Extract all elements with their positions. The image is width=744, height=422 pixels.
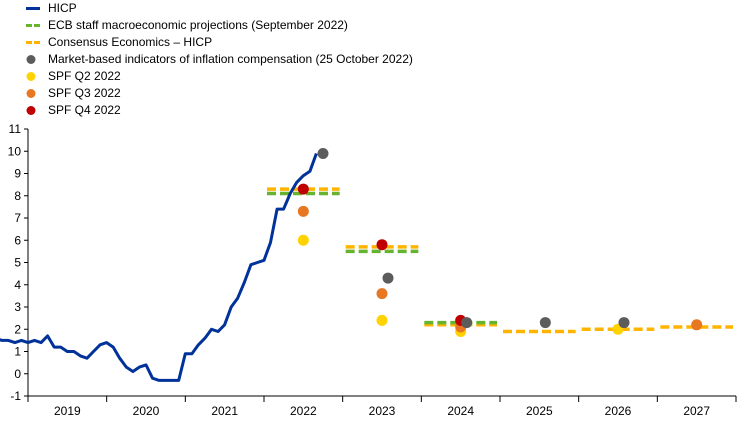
x-tick-label: 2024 bbox=[447, 404, 474, 418]
y-tick-label: 1 bbox=[14, 345, 21, 359]
legend-dot-icon bbox=[26, 106, 36, 115]
legend-item: SPF Q2 2022 bbox=[26, 68, 413, 85]
y-tick-label: 3 bbox=[14, 300, 21, 314]
x-tick-label: 2022 bbox=[290, 404, 317, 418]
legend-label: SPF Q2 2022 bbox=[48, 69, 121, 83]
spf-q3-dot bbox=[297, 205, 309, 217]
y-tick-label: 8 bbox=[14, 189, 21, 203]
legend-item: Market-based indicators of inflation com… bbox=[26, 51, 413, 68]
legend-label: HICP bbox=[48, 1, 77, 15]
x-tick-label: 2027 bbox=[683, 404, 710, 418]
legend-swatch bbox=[26, 72, 36, 81]
spf-q2-dot bbox=[376, 314, 388, 326]
legend-swatch bbox=[26, 24, 40, 27]
market-based-dot bbox=[618, 317, 630, 329]
y-tick-label: -1 bbox=[10, 389, 21, 403]
y-tick-label: 10 bbox=[8, 144, 22, 158]
legend-item: SPF Q3 2022 bbox=[26, 85, 413, 102]
x-tick-label: 2025 bbox=[526, 404, 553, 418]
legend-swatch bbox=[26, 106, 36, 115]
legend-label: Market-based indicators of inflation com… bbox=[48, 52, 413, 66]
legend-item: Consensus Economics – HICP bbox=[26, 34, 413, 51]
legend-swatch bbox=[26, 89, 36, 98]
market-based-dot bbox=[382, 272, 394, 284]
y-tick-label: 0 bbox=[14, 367, 21, 381]
legend-dot-icon bbox=[26, 55, 36, 64]
spf-q4-dot bbox=[376, 239, 388, 251]
y-tick-label: 5 bbox=[14, 256, 21, 270]
legend-swatch bbox=[26, 41, 40, 44]
legend-label: SPF Q3 2022 bbox=[48, 86, 121, 100]
x-tick-label: 2023 bbox=[369, 404, 396, 418]
spf-q3-dot bbox=[376, 288, 388, 300]
legend-label: ECB staff macroeconomic projections (Sep… bbox=[48, 18, 348, 32]
legend-item: ECB staff macroeconomic projections (Sep… bbox=[26, 17, 413, 34]
x-tick-label: 2020 bbox=[133, 404, 160, 418]
y-tick-label: 11 bbox=[9, 122, 22, 136]
y-tick-label: 2 bbox=[14, 322, 21, 336]
legend-dot-icon bbox=[26, 72, 36, 81]
legend-label: SPF Q4 2022 bbox=[48, 103, 121, 117]
market-based-dot bbox=[461, 317, 473, 329]
legend-item: SPF Q4 2022 bbox=[26, 102, 413, 119]
y-tick-label: 9 bbox=[14, 167, 21, 181]
chart-legend: HICP ECB staff macroeconomic projections … bbox=[26, 0, 413, 119]
legend-swatch bbox=[26, 55, 36, 64]
hicp-line bbox=[0, 152, 318, 382]
legend-label: Consensus Economics – HICP bbox=[48, 35, 213, 49]
x-tick-label: 2026 bbox=[605, 404, 632, 418]
y-tick-label: 4 bbox=[14, 278, 21, 292]
x-tick-label: 2019 bbox=[54, 404, 81, 418]
y-tick-label: 6 bbox=[14, 233, 21, 247]
y-tick-label: 7 bbox=[14, 211, 21, 225]
market-based-dot bbox=[317, 147, 329, 159]
legend-swatch bbox=[26, 7, 40, 10]
x-tick-label: 2021 bbox=[211, 404, 238, 418]
spf-q2-dot bbox=[297, 234, 309, 246]
spf-q3-dot bbox=[691, 319, 703, 331]
legend-item: HICP bbox=[26, 0, 413, 17]
legend-dot-icon bbox=[26, 89, 36, 98]
spf-q4-dot bbox=[297, 183, 309, 195]
market-based-dot bbox=[539, 317, 551, 329]
